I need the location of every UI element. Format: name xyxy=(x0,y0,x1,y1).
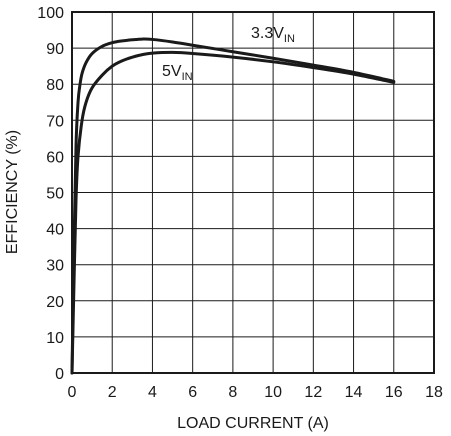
x-tick-label: 16 xyxy=(385,384,403,401)
series-line-3v3 xyxy=(70,37,396,375)
series-label-3v3-sub: IN xyxy=(284,33,295,45)
series-label-3v3: 3.3VIN xyxy=(251,25,295,45)
y-tick-label: 40 xyxy=(46,222,64,239)
y-tick-label: 60 xyxy=(46,149,64,166)
x-tick-label: 18 xyxy=(425,384,443,401)
y-tick-label: 70 xyxy=(46,113,64,130)
y-tick-label: 90 xyxy=(46,41,64,58)
y-tick-label: 0 xyxy=(55,366,64,383)
series-label-5v-main: 5V xyxy=(162,63,182,80)
x-axis-label: LOAD CURRENT (A) xyxy=(177,415,329,432)
x-tick-label: 10 xyxy=(264,384,282,401)
x-tick-label: 0 xyxy=(68,384,77,401)
x-tick-labels: 0 2 4 6 8 10 12 14 16 18 xyxy=(68,384,443,401)
x-tick-label: 4 xyxy=(148,384,157,401)
y-tick-label: 20 xyxy=(46,294,64,311)
x-tick-label: 8 xyxy=(228,384,237,401)
series-label-3v3-main: 3.3V xyxy=(251,25,284,42)
y-axis-label: EFFICIENCY (%) xyxy=(4,130,21,254)
x-tick-label: 12 xyxy=(304,384,322,401)
x-tick-label: 14 xyxy=(345,384,363,401)
series-label-5v: 5VIN xyxy=(162,63,193,83)
series-layer xyxy=(70,37,396,375)
y-tick-labels: 0 10 20 30 40 50 60 70 80 90 100 xyxy=(37,5,64,383)
y-tick-label: 10 xyxy=(46,330,64,347)
series-label-5v-sub: IN xyxy=(182,71,193,83)
y-tick-label: 30 xyxy=(46,258,64,275)
x-tick-label: 6 xyxy=(188,384,197,401)
series-line-5v xyxy=(70,50,396,375)
x-tick-label: 2 xyxy=(108,384,117,401)
grid xyxy=(71,11,435,374)
y-tick-label: 50 xyxy=(46,186,64,203)
y-tick-label: 100 xyxy=(37,5,64,22)
plot-frame xyxy=(71,11,435,374)
y-tick-label: 80 xyxy=(46,77,64,94)
